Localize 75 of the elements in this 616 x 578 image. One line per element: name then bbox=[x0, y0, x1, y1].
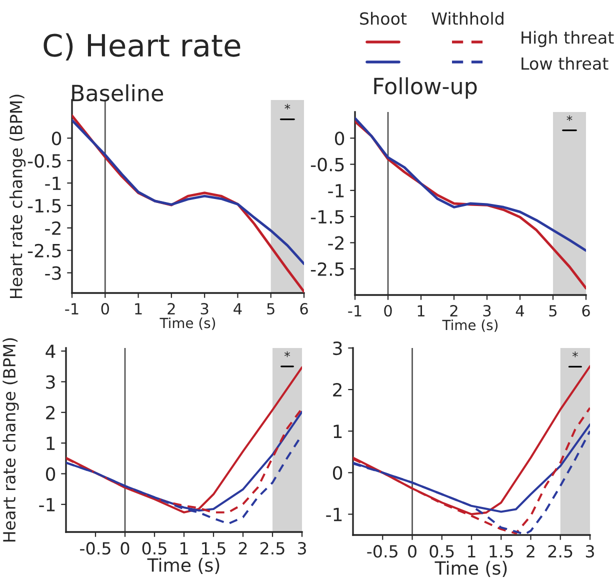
x-tick-label: 0 bbox=[408, 545, 416, 558]
x-tick-label: 2.5 bbox=[548, 545, 572, 558]
x-axis-title: Time (s) bbox=[442, 320, 498, 332]
y-tick-label: 0 bbox=[46, 467, 56, 481]
y-tick-label: -1 bbox=[328, 184, 344, 198]
x-tick-label: -0.5 bbox=[367, 545, 398, 558]
x-tick-label: 5 bbox=[267, 303, 274, 315]
x-tick-label: 0 bbox=[384, 304, 392, 317]
text: High threat bbox=[522, 30, 614, 48]
x-tick-label: 4 bbox=[234, 303, 242, 314]
y-tick-label: -2 bbox=[45, 221, 60, 235]
text: Shoot bbox=[360, 12, 407, 25]
annotation: * bbox=[572, 352, 578, 358]
y-tick-label: -1 bbox=[45, 176, 61, 190]
text: Withhold bbox=[432, 12, 504, 25]
x-axis-title: Time (s) bbox=[160, 318, 216, 330]
y-tick-label: -2.5 bbox=[28, 244, 61, 258]
y-tick-label: -1 bbox=[326, 508, 342, 522]
x-tick-label: 4 bbox=[516, 305, 524, 316]
y-tick-label: 1 bbox=[334, 424, 342, 438]
x-tick-label: -1 bbox=[348, 305, 362, 316]
x-tick-label: 1 bbox=[418, 305, 424, 316]
x-tick-label: 2.5 bbox=[260, 542, 284, 555]
y-tick-label: -0.5 bbox=[28, 154, 61, 168]
x-tick-label: 1.5 bbox=[202, 542, 226, 555]
x-tick-label: 5 bbox=[549, 305, 557, 317]
x-tick-label: 2 bbox=[526, 545, 534, 558]
x-axis-title: Time (s) bbox=[434, 560, 507, 577]
x-axis-title: Time (s) bbox=[147, 558, 220, 574]
y-tick-label: -1.5 bbox=[28, 199, 61, 213]
y-tick-label: -3 bbox=[45, 266, 61, 280]
chart-title: Follow-up bbox=[374, 77, 477, 99]
y-tick-label: 0 bbox=[334, 132, 344, 146]
x-tick-label: 1 bbox=[135, 303, 142, 314]
x-tick-label: 3 bbox=[200, 302, 208, 315]
y-tick-label: 1 bbox=[46, 436, 55, 450]
y-tick-label: -0.5 bbox=[310, 158, 344, 172]
line-series bbox=[72, 118, 304, 266]
x-tick-label: 6 bbox=[582, 304, 590, 317]
x-tick-label: 2 bbox=[450, 304, 458, 316]
x-tick-label: 0.5 bbox=[430, 545, 454, 558]
x-tick-label: 6 bbox=[300, 302, 308, 315]
line-series bbox=[355, 117, 586, 252]
y-tick-label: -1 bbox=[39, 498, 55, 512]
y-tick-label: -2.5 bbox=[310, 262, 344, 276]
x-tick-label: 3 bbox=[298, 542, 306, 555]
x-tick-label: 2 bbox=[238, 542, 247, 554]
y-axis-title: Heart rate change (BPM) bbox=[2, 338, 19, 542]
annotation: * bbox=[284, 351, 290, 358]
text: Low threat bbox=[522, 56, 608, 70]
x-tick-label: -1 bbox=[65, 303, 78, 314]
chart-subtitle: Baseline bbox=[72, 84, 164, 102]
y-axis-title: Heart rate change (BPM) bbox=[9, 94, 26, 298]
y-tick-label: 0 bbox=[332, 466, 342, 480]
x-tick-label: 0 bbox=[120, 542, 130, 555]
x-tick-label: -0.5 bbox=[80, 542, 110, 555]
y-tick-label: 3 bbox=[333, 341, 342, 356]
y-tick-label: 3 bbox=[46, 375, 55, 389]
chart-title: C) Heart rate bbox=[44, 33, 240, 60]
y-tick-label: 2 bbox=[46, 406, 54, 420]
y-tick-label: 0 bbox=[52, 132, 62, 146]
x-tick-label: 1.5 bbox=[490, 545, 513, 558]
annotation: * bbox=[284, 104, 290, 110]
y-tick-label: 4 bbox=[46, 344, 56, 358]
annotation: * bbox=[566, 115, 572, 122]
x-tick-label: 0.5 bbox=[142, 542, 166, 555]
x-tick-label: 1 bbox=[180, 542, 188, 554]
x-tick-label: 3 bbox=[586, 545, 594, 558]
y-tick-label: 2 bbox=[333, 383, 342, 396]
y-tick-label: -1.5 bbox=[310, 210, 344, 224]
x-tick-label: 2 bbox=[168, 302, 175, 314]
y-tick-label: -2 bbox=[328, 236, 344, 250]
x-tick-label: 1 bbox=[468, 545, 476, 558]
x-tick-label: 3 bbox=[483, 304, 491, 317]
x-tick-label: 0 bbox=[101, 302, 109, 315]
